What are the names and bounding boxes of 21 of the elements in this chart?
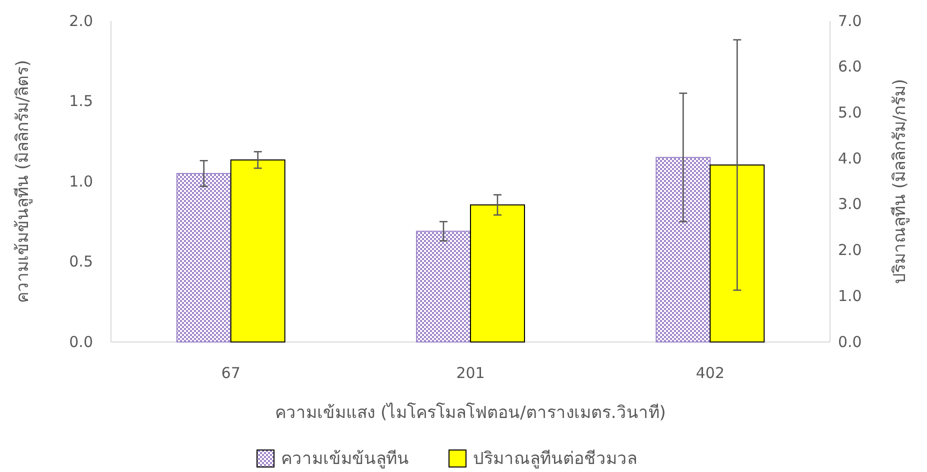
y-tick-label: 1.5	[69, 92, 93, 110]
y-tick-label: 0.5	[69, 252, 93, 271]
y2-tick-label: 6.0	[838, 58, 862, 76]
y-tick-label: 1.0	[69, 172, 93, 190]
legend-label: ปริมาณลูทีนต่อชีวมวล	[473, 449, 637, 469]
x-tick-label: 67	[221, 364, 240, 382]
y2-tick-label: 5.0	[838, 104, 862, 122]
y-tick-label: 0.0	[69, 332, 93, 351]
y2-tick-label: 1.0	[838, 286, 862, 305]
y2-tick-label: 7.0	[838, 12, 862, 30]
x-axis-title: ความเข้มแสง (ไมโครโมลโฟตอน/ตารางเมตร.วินาที)	[275, 402, 666, 423]
legend-label: ความเข้มข้นลูทีน	[281, 449, 409, 469]
x-tick-label: 402	[696, 364, 724, 382]
x-tick-label: 201	[456, 364, 485, 382]
y2-tick-label: 0.0	[838, 332, 862, 351]
y2-axis-title: ปริมาณลูทีน (มิลลิกรัม/กรัม)	[890, 78, 910, 284]
y-tick-label: 2.0	[69, 12, 93, 30]
y-axis-title: ความเข้มข้นลูทีน (มิลลิกรัม/ลิตร)	[13, 60, 33, 304]
y2-tick-label: 4.0	[838, 149, 862, 168]
y2-tick-label: 2.0	[838, 241, 862, 260]
y2-tick-label: 3.0	[838, 195, 862, 214]
